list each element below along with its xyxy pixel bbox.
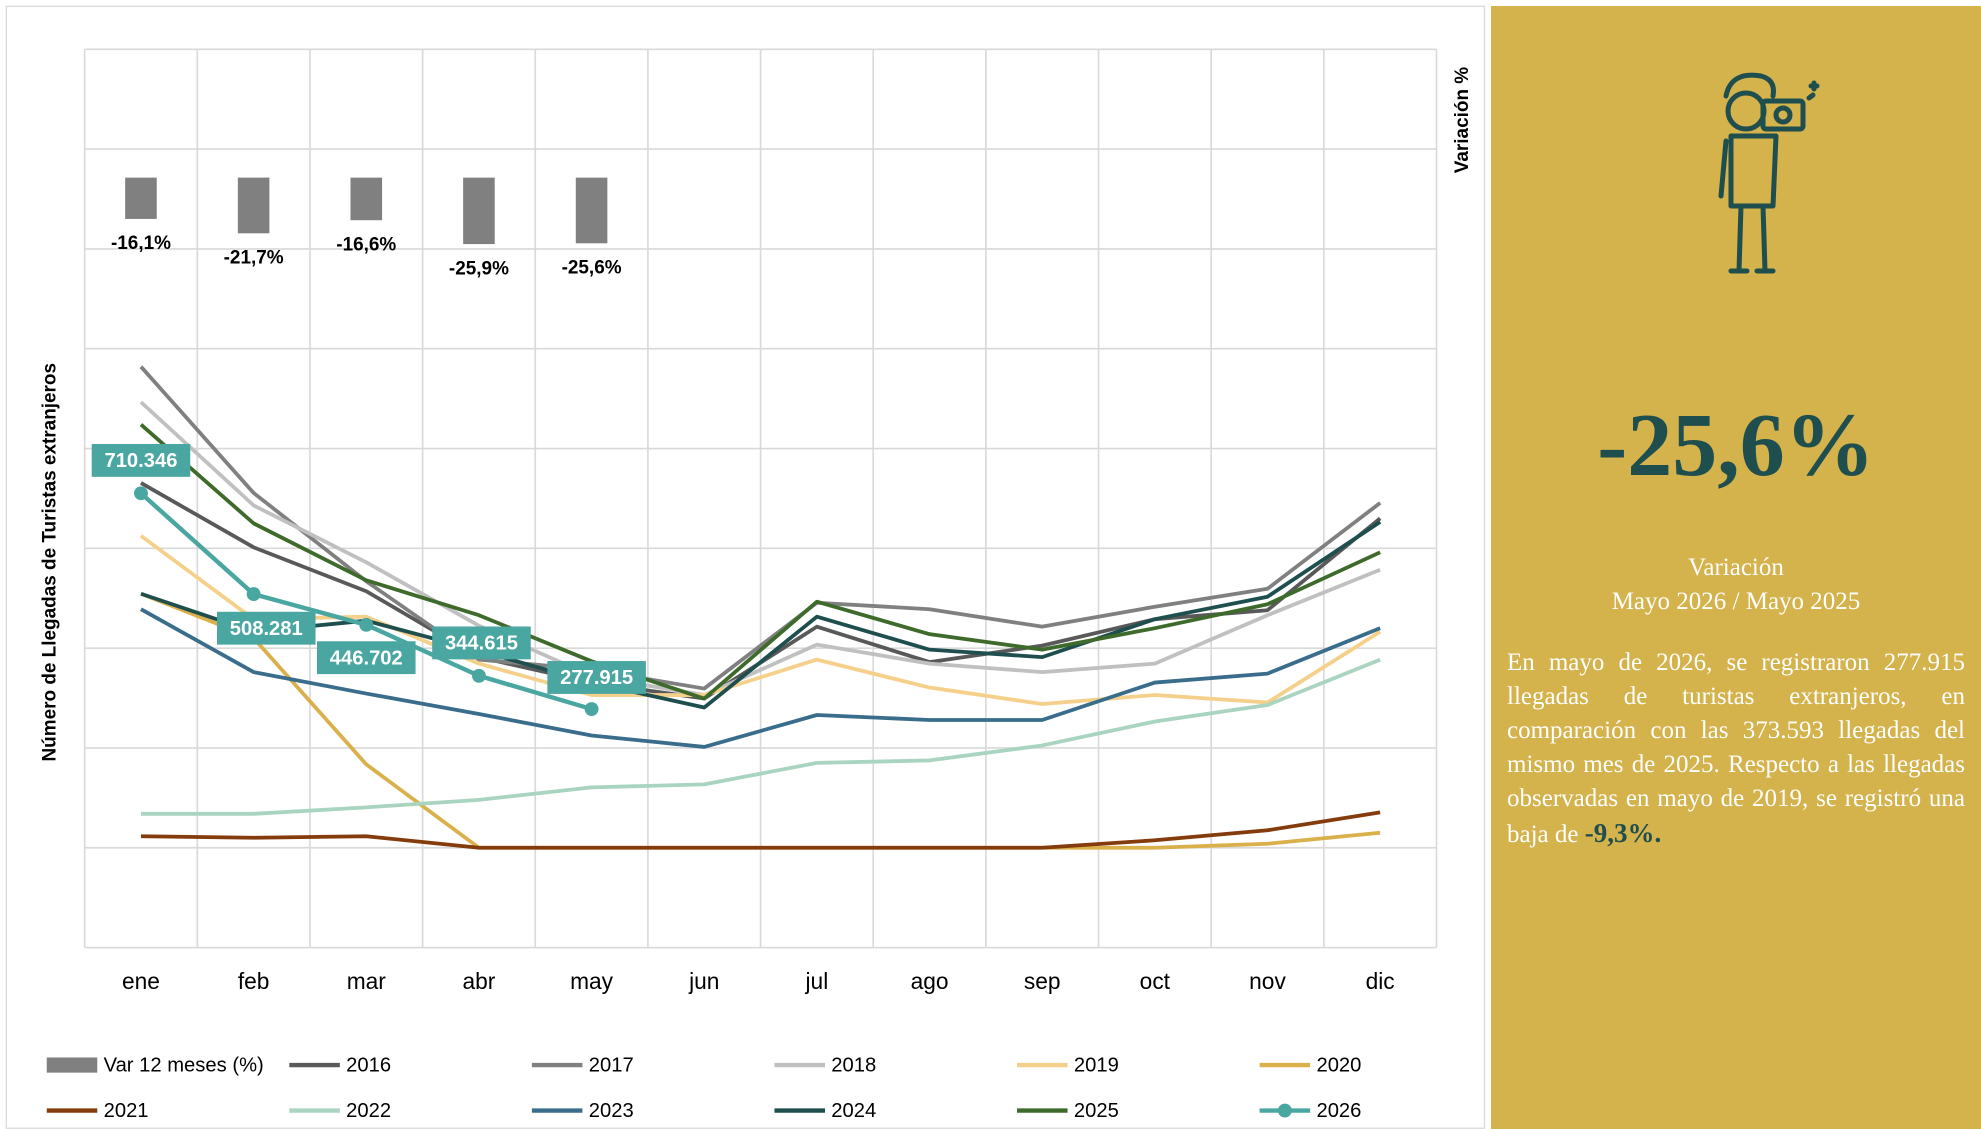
legend-label: 2024 xyxy=(831,1100,876,1122)
legend-label: 2026 xyxy=(1316,1100,1361,1122)
x-tick-label: may xyxy=(570,968,614,994)
x-tick-label: feb xyxy=(238,968,270,994)
tourist-icon xyxy=(1718,72,1820,274)
line-series xyxy=(139,365,1382,691)
marker xyxy=(246,587,261,602)
x-tick-label: jul xyxy=(805,968,829,994)
y-axis-title: Número de Llegadas de Turistas extranjer… xyxy=(40,363,61,762)
data-label: 508.281 xyxy=(230,618,303,640)
y2-axis-title: Variación % xyxy=(1452,67,1473,173)
legend-label: Var 12 meses (%) xyxy=(104,1055,264,1077)
marker xyxy=(471,668,486,683)
bar-label: -16,1% xyxy=(111,233,171,254)
paragraph-text: En mayo de 2026, se registraron 277.915 … xyxy=(1507,649,1965,848)
line-series xyxy=(140,520,1382,710)
paragraph: En mayo de 2026, se registraron 277.915 … xyxy=(1507,646,1965,852)
x-tick-label: nov xyxy=(1249,968,1286,994)
line-series xyxy=(140,657,1381,816)
marker xyxy=(359,617,374,632)
x-tick-label: dic xyxy=(1366,968,1395,994)
legend-marker xyxy=(1277,1103,1292,1118)
data-label-box xyxy=(547,661,646,694)
x-tick-label: ago xyxy=(911,968,949,994)
bar xyxy=(575,177,608,244)
line-series xyxy=(140,607,1381,749)
line-series xyxy=(139,423,1381,701)
x-tick-label: mar xyxy=(347,968,387,994)
headline: -25,6% xyxy=(1597,396,1875,495)
chart-frame xyxy=(5,5,1486,1129)
data-label-box xyxy=(91,443,191,477)
x-tick-label: oct xyxy=(1140,968,1171,994)
x-tick-label: sep xyxy=(1024,968,1061,994)
bar xyxy=(463,177,495,245)
legend-label: 2018 xyxy=(831,1055,876,1077)
x-tick-label: ene xyxy=(122,968,160,994)
data-label-box xyxy=(317,641,416,675)
data-label-box xyxy=(216,611,316,645)
legend-label: 2020 xyxy=(1316,1055,1361,1077)
legend-label: 2016 xyxy=(346,1055,391,1077)
line-series xyxy=(139,400,1381,697)
legend-label: 2021 xyxy=(104,1100,149,1122)
subtitle: Variación xyxy=(1688,554,1784,581)
x-tick-label: jun xyxy=(688,968,719,994)
paragraph-bold: -9,3%. xyxy=(1584,818,1662,848)
bar-label: -25,9% xyxy=(449,258,509,279)
data-label: 710.346 xyxy=(104,450,177,472)
marker xyxy=(134,486,148,501)
x-tick-label: abr xyxy=(463,968,496,994)
legend-label: 2022 xyxy=(346,1100,391,1122)
summary-panel: -25,6% Variación Mayo 2026 / Mayo 2025 E… xyxy=(1491,6,1981,1129)
bar-label: -21,7% xyxy=(224,248,284,269)
legend-label: 2017 xyxy=(589,1055,634,1077)
line-series xyxy=(140,810,1381,850)
marker xyxy=(584,702,599,717)
data-label: 277.915 xyxy=(560,667,633,689)
bar xyxy=(237,177,270,234)
subtitle: Mayo 2026 / Mayo 2025 xyxy=(1611,588,1861,615)
data-label: 344.615 xyxy=(445,633,518,655)
bar-label: -25,6% xyxy=(562,258,622,279)
bar xyxy=(350,177,383,221)
legend-label: 2019 xyxy=(1074,1055,1119,1077)
legend-label: 2025 xyxy=(1074,1100,1119,1122)
legend-label: 2023 xyxy=(589,1100,634,1122)
data-label: 446.702 xyxy=(330,647,403,669)
legend-swatch xyxy=(46,1057,98,1073)
line-series xyxy=(139,534,1382,706)
bar xyxy=(125,177,157,219)
data-label-box xyxy=(432,626,531,660)
bar-label: -16,6% xyxy=(336,234,396,255)
